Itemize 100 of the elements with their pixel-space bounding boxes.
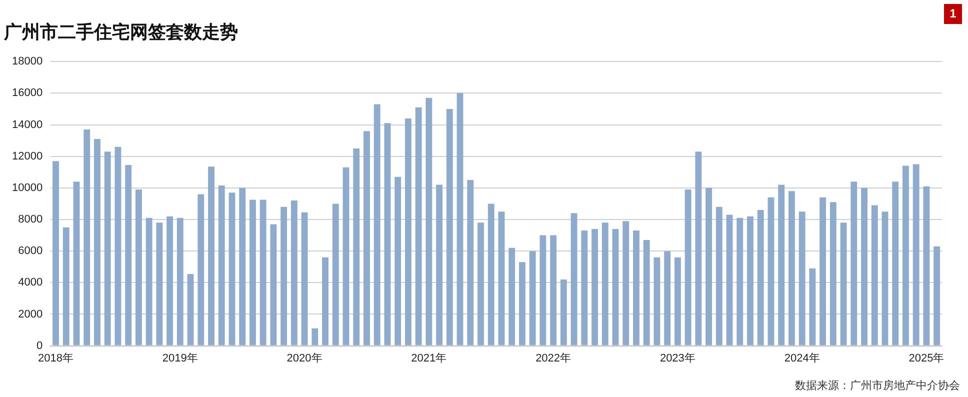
- bar: [674, 257, 681, 346]
- x-tick-label: 2022年: [536, 352, 572, 364]
- bar: [736, 218, 744, 346]
- bar: [684, 189, 692, 346]
- bar: [322, 257, 328, 346]
- x-tick-label: 2023年: [660, 352, 696, 364]
- chart-title: 广州市二手住宅网签套数走势: [3, 22, 238, 42]
- bar: [446, 108, 453, 346]
- bar: [301, 212, 308, 346]
- bar: [312, 328, 318, 346]
- y-tick-label: 14000: [12, 118, 43, 131]
- bar: [788, 191, 795, 346]
- bar: [518, 262, 526, 346]
- bar: [716, 206, 722, 346]
- bar: [498, 212, 505, 346]
- y-tick-label: 2000: [18, 308, 43, 320]
- bar: [384, 123, 391, 346]
- bar: [778, 184, 785, 346]
- bar: [488, 204, 494, 346]
- bar: [84, 129, 90, 346]
- bar: [850, 182, 858, 346]
- bar: [809, 268, 816, 346]
- bar: [187, 274, 194, 346]
- bar: [62, 227, 70, 346]
- bar: [353, 148, 360, 346]
- bar: [706, 188, 712, 346]
- bar: [861, 188, 868, 346]
- bar: [280, 206, 288, 346]
- bar: [726, 214, 733, 346]
- bar: [540, 235, 546, 346]
- bar: [260, 200, 266, 346]
- y-tick-label: 12000: [12, 150, 43, 162]
- bar: [467, 180, 474, 346]
- bar: [581, 230, 588, 346]
- bar: [156, 222, 163, 346]
- bar: [94, 138, 100, 346]
- bar: [166, 216, 173, 346]
- bar: [643, 240, 650, 346]
- x-tick-label: 2024年: [784, 352, 820, 364]
- bar: [394, 176, 402, 346]
- y-tick-label: 10000: [12, 182, 43, 194]
- bar: [871, 205, 878, 346]
- bar: [290, 200, 298, 346]
- bar: [364, 131, 370, 346]
- bar: [436, 184, 442, 346]
- bar: [622, 221, 630, 346]
- bar: [508, 248, 516, 346]
- y-tick-label: 4000: [18, 276, 43, 289]
- x-tick-label: 2020年: [286, 352, 322, 364]
- bar: [374, 104, 380, 346]
- y-tick-label: 18000: [12, 56, 43, 68]
- bar: [757, 210, 764, 346]
- bar: [633, 230, 640, 346]
- bar: [239, 188, 246, 346]
- bar: [892, 182, 899, 346]
- bar: [52, 161, 59, 346]
- x-tick-label: 2019年: [162, 352, 198, 364]
- bar: [830, 202, 836, 346]
- y-tick-label: 0: [36, 340, 43, 352]
- text: 1: [950, 6, 957, 20]
- bar: [228, 192, 236, 346]
- bar: [923, 186, 930, 346]
- bar: [456, 93, 464, 346]
- y-tick-label: 8000: [18, 214, 43, 226]
- bar: [478, 222, 484, 346]
- bar: [798, 212, 806, 346]
- y-tick-label: 16000: [12, 87, 43, 100]
- bar: [612, 228, 619, 346]
- x-tick-label: 2025年: [908, 352, 944, 364]
- bar: [902, 166, 909, 346]
- x-tick-label: 2021年: [411, 352, 447, 364]
- bar: [560, 279, 567, 346]
- bar: [135, 189, 142, 346]
- bar: [882, 212, 888, 346]
- x-tick-label: 2018年: [38, 352, 74, 364]
- y-tick-label: 6000: [18, 245, 43, 258]
- source-note: 数据来源：广州市房地产中介协会: [795, 379, 960, 392]
- bar: [768, 197, 774, 346]
- bar: [550, 235, 557, 346]
- bar: [332, 204, 339, 346]
- bar: [404, 118, 412, 346]
- bar: [529, 251, 536, 346]
- bar: [125, 165, 132, 346]
- bar: [114, 146, 122, 346]
- bar: [840, 222, 847, 346]
- bar: [218, 186, 225, 346]
- bar: [146, 218, 152, 346]
- bar: [570, 213, 578, 346]
- bar: [426, 98, 432, 346]
- bar: [342, 167, 350, 346]
- bar: [602, 222, 608, 346]
- bar: [664, 251, 671, 346]
- bar: [104, 152, 111, 346]
- bar: [747, 216, 754, 346]
- bar: [592, 228, 598, 346]
- bar: [73, 182, 80, 346]
- bar: [415, 107, 422, 346]
- bar: [250, 200, 256, 346]
- bar: [695, 152, 702, 346]
- bar: [912, 164, 920, 346]
